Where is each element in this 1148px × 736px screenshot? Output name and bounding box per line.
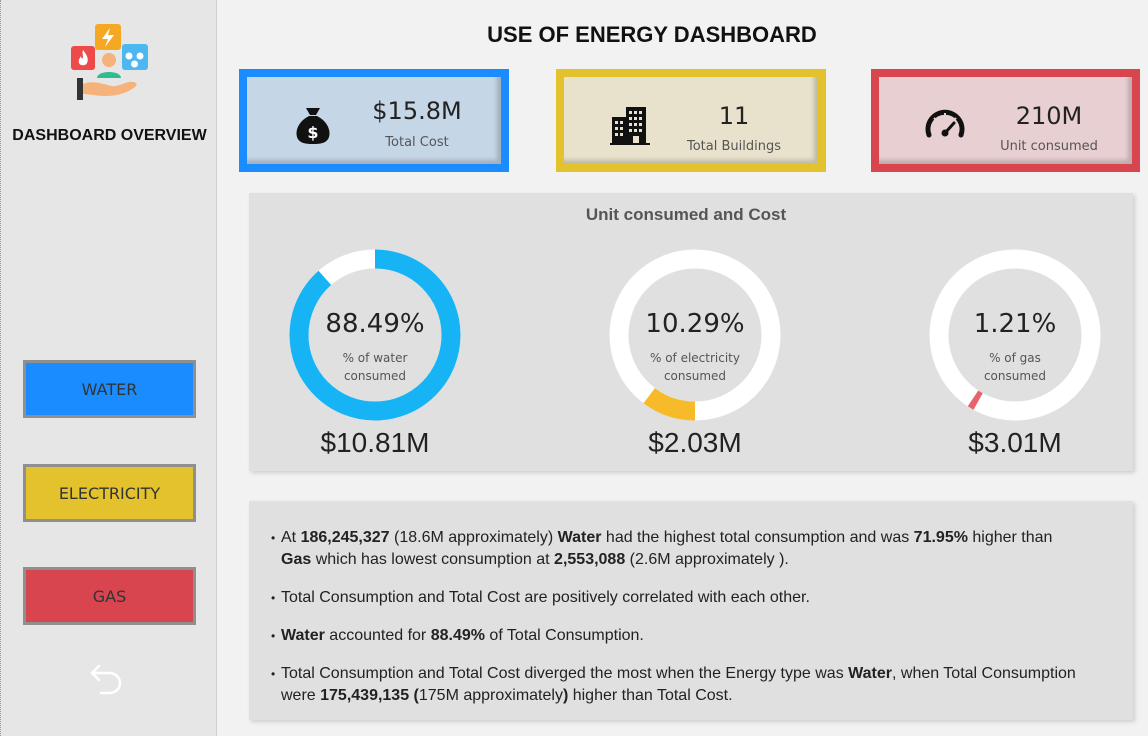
- gas-button[interactable]: GAS: [23, 567, 196, 625]
- insight-item: Total Consumption and Total Cost are pos…: [271, 587, 1113, 609]
- water-cost-value: $10.81M: [320, 427, 430, 458]
- insight-item: Total Consumption and Total Cost diverge…: [271, 663, 1113, 707]
- buildings-icon: [610, 107, 650, 145]
- insight-item: At 186,245,327 (18.6M approximately) Wat…: [271, 527, 1113, 571]
- water-donut-percent: 88.49%: [325, 309, 425, 339]
- electricity-donut-percent: 10.29%: [645, 309, 745, 339]
- electricity-cost-value: $2.03M: [648, 427, 742, 458]
- water-donut-ring: [289, 249, 461, 421]
- kpi-total-buildings-label: Total Buildings: [686, 139, 781, 154]
- electricity-donut-arc: [609, 249, 781, 421]
- insights-panel: At 186,245,327 (18.6M approximately) Wat…: [249, 501, 1133, 720]
- gas-donut-ring: [929, 249, 1101, 421]
- water-button[interactable]: WATER: [23, 360, 196, 418]
- gas-donut-percent: 1.21%: [973, 309, 1057, 339]
- gas-donut-caption: % of gas consumed: [983, 351, 1047, 383]
- water-donut[interactable]: 88.49% % of water consumed $10.81M: [285, 245, 465, 465]
- speedometer-icon: [925, 109, 965, 138]
- kpi-total-cost-label: Total Cost: [385, 135, 449, 150]
- kpi-total-buildings-value: 11: [718, 102, 750, 130]
- kpi-unit-consumed-label: Unit consumed: [1000, 139, 1098, 154]
- gas-cost-value: $3.01M: [968, 427, 1062, 458]
- electricity-donut-caption: % of electricity consumed: [649, 351, 740, 383]
- sidebar-title: DASHBOARD OVERVIEW: [12, 127, 207, 144]
- undo-arrow-icon[interactable]: [89, 662, 123, 696]
- electricity-donut-ring: [609, 249, 781, 421]
- electricity-button[interactable]: ELECTRICITY: [23, 464, 196, 522]
- money-bag-icon: $: [296, 108, 330, 144]
- insight-item: Water accounted for 88.49% of Total Cons…: [271, 625, 1113, 647]
- electricity-donut[interactable]: 10.29% % of electricity consumed $2.03M: [605, 245, 785, 465]
- sidebar: DASHBOARD OVERVIEW WATER ELECTRICITY GAS: [0, 0, 217, 736]
- kpi-unit-consumed-value: 210M: [1015, 102, 1083, 130]
- water-donut-arc: [289, 249, 461, 421]
- donut-panel-title: Unit consumed and Cost: [585, 205, 787, 224]
- page-title: USE OF ENERGY DASHBOARD: [487, 22, 817, 47]
- kpi-total-cost-card: $ $15.8M Total Cost: [239, 69, 509, 172]
- svg-text:$: $: [307, 123, 318, 142]
- unit-consumed-cost-panel: Unit consumed and Cost 88.49% % of water…: [249, 193, 1133, 471]
- kpi-unit-consumed-card: 210M Unit consumed: [871, 69, 1140, 172]
- water-donut-caption: % of water consumed: [342, 351, 408, 383]
- gas-donut[interactable]: 1.21% % of gas consumed $3.01M: [925, 245, 1105, 465]
- energy-hand-logo-icon: [71, 24, 148, 100]
- kpi-total-buildings-card: 11 Total Buildings: [556, 69, 826, 172]
- kpi-total-cost-value: $15.8M: [372, 97, 462, 125]
